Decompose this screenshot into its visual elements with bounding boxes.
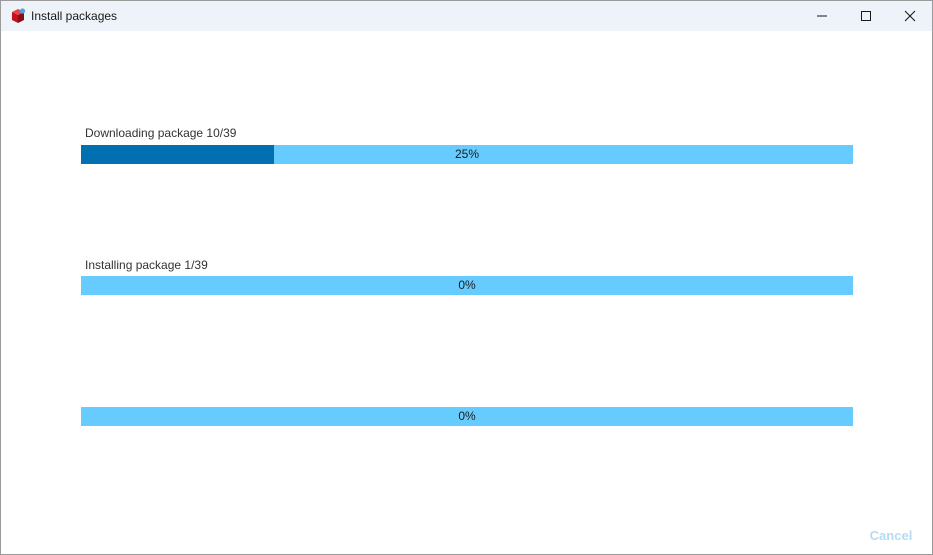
install-status-label: Installing package 1/39 xyxy=(85,258,208,272)
download-progress-bar: 25% xyxy=(81,145,853,164)
package-icon xyxy=(10,8,26,24)
title-bar[interactable]: Install packages xyxy=(1,1,932,31)
minimize-button[interactable] xyxy=(800,1,844,31)
install-progress-bar: 0% xyxy=(81,276,853,295)
download-progress-fill xyxy=(81,145,274,164)
maximize-button[interactable] xyxy=(844,1,888,31)
overall-progress-bar: 0% xyxy=(81,407,853,426)
overall-progress-text: 0% xyxy=(458,409,476,423)
minimize-icon xyxy=(817,15,827,17)
install-progress-text: 0% xyxy=(458,278,476,292)
close-icon xyxy=(904,10,916,22)
cancel-button[interactable]: Cancel xyxy=(859,524,923,546)
maximize-icon xyxy=(861,11,871,21)
download-status-label: Downloading package 10/39 xyxy=(85,126,237,140)
window-title: Install packages xyxy=(31,9,118,23)
close-button[interactable] xyxy=(888,1,932,31)
download-progress-text: 25% xyxy=(454,147,480,161)
